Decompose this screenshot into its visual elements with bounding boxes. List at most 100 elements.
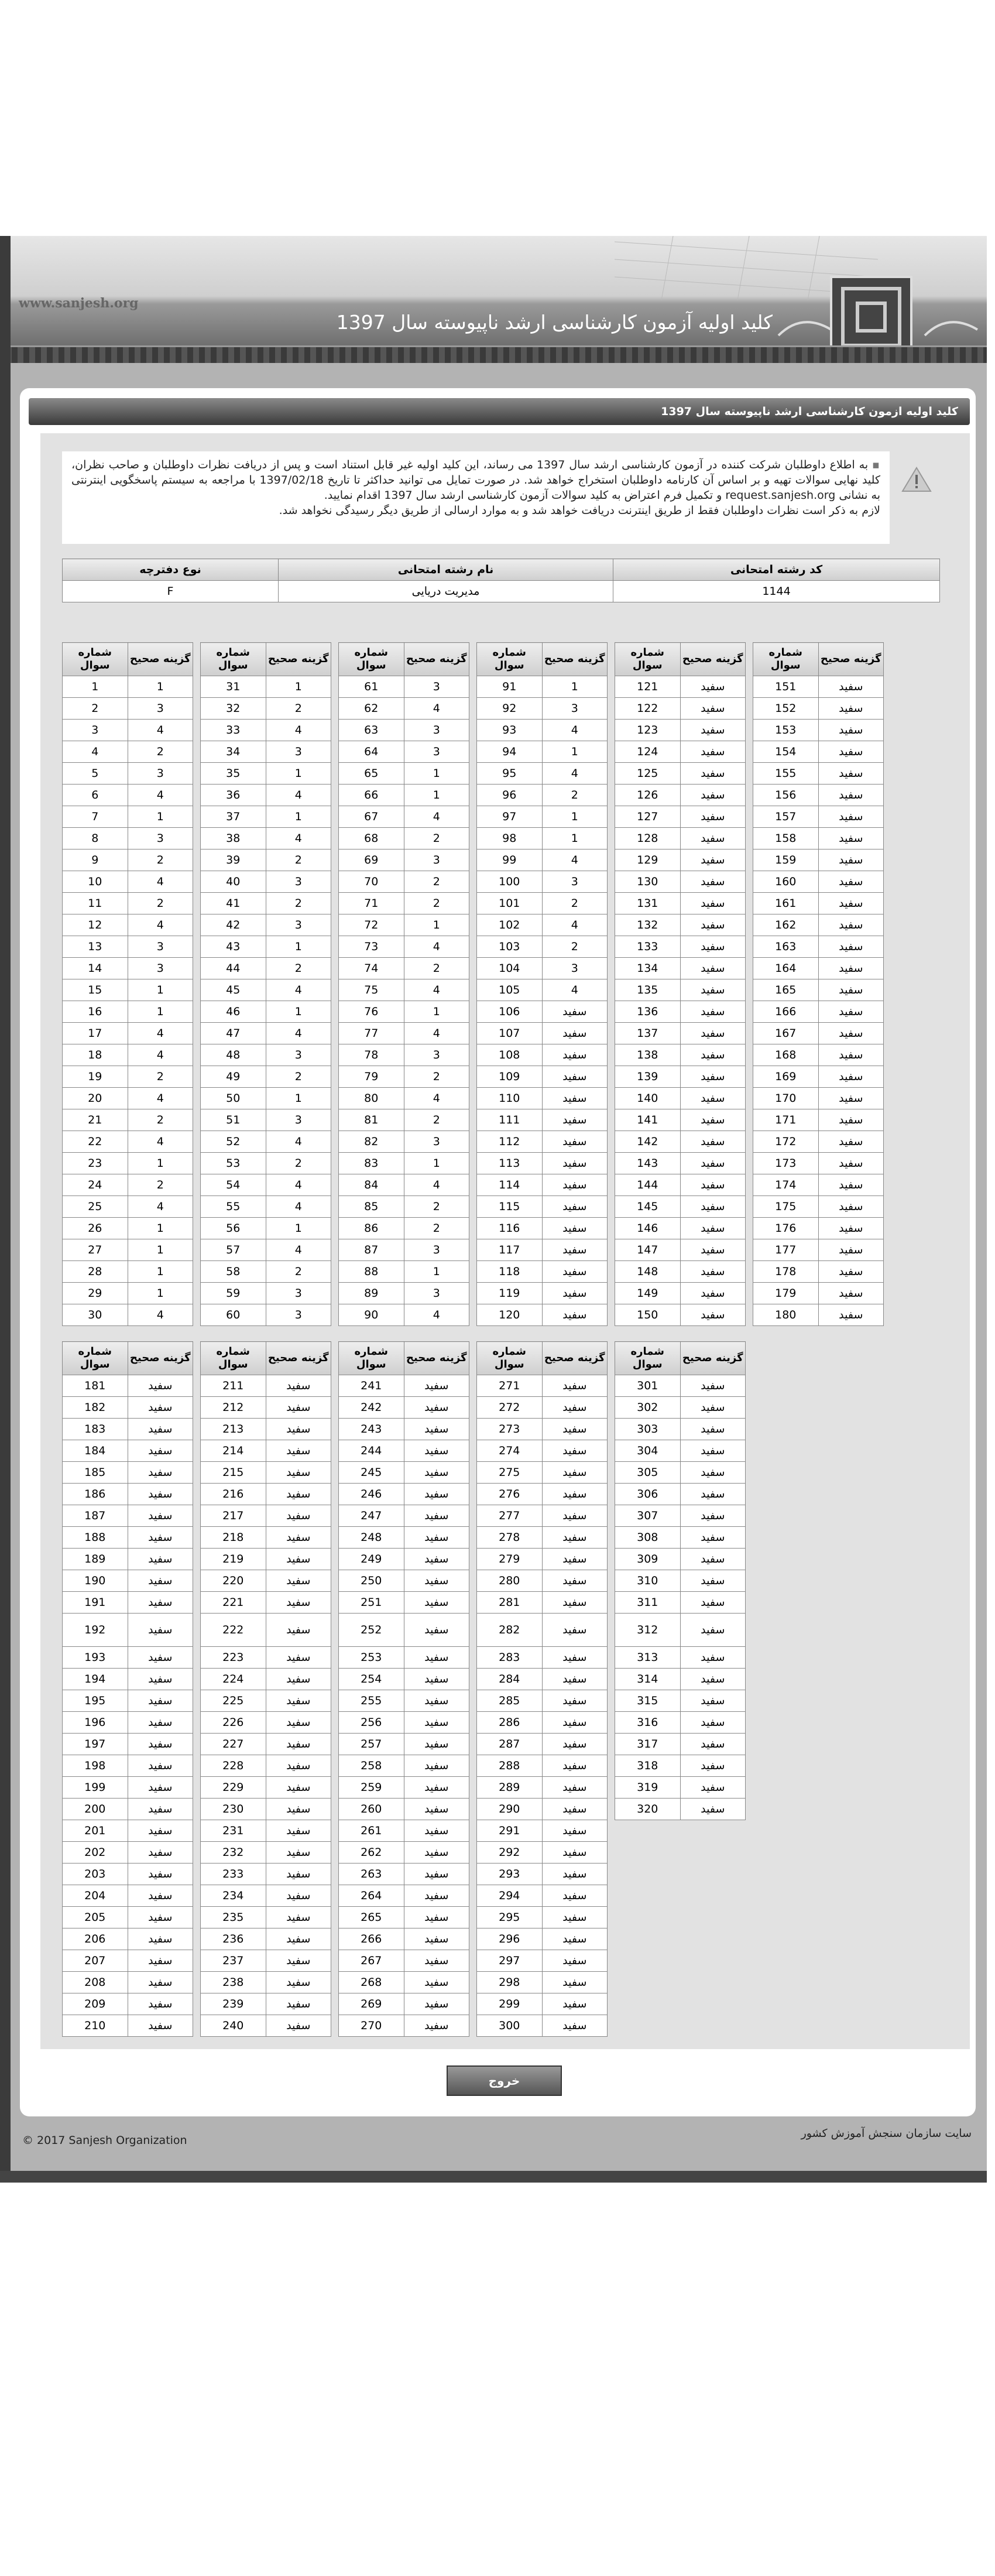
banner-art (614, 236, 979, 345)
answer-value: سفید (541, 1863, 608, 1885)
question-number: 42 (200, 914, 266, 936)
answer-row: 113 سفید (476, 1152, 608, 1174)
question-number: 251 (338, 1591, 404, 1614)
answer-row: 167 سفید (753, 1022, 884, 1044)
question-number: 193 (62, 1646, 128, 1669)
question-number: 129 (615, 849, 681, 871)
answer-row: 17 4 (62, 1022, 193, 1044)
answer-row: 124 سفید (615, 741, 746, 763)
question-number: 281 (476, 1591, 543, 1614)
answer-row: 151 سفید (753, 676, 884, 698)
answer-value: سفید (818, 1152, 884, 1174)
question-number: 102 (476, 914, 543, 936)
question-number: 56 (200, 1217, 266, 1239)
question-number: 211 (200, 1375, 266, 1397)
question-number: 30 (62, 1304, 128, 1326)
question-number: 249 (338, 1548, 404, 1570)
question-number: 25 (62, 1195, 128, 1218)
question-number: 203 (62, 1863, 128, 1885)
answer-row: 102 4 (476, 914, 608, 936)
question-number: 310 (615, 1570, 681, 1592)
question-number: 252 (338, 1613, 404, 1647)
answer-value: سفید (127, 2015, 193, 2037)
answer-row: 194 سفید (62, 1668, 193, 1690)
answer-row: 298 سفید (476, 1971, 608, 1993)
answer-value: 2 (265, 892, 331, 914)
answer-row: 10 4 (62, 871, 193, 893)
question-number: 280 (476, 1570, 543, 1592)
question-number: 185 (62, 1461, 128, 1484)
answer-table: شماره سوال گزینه صحیح 241 سفید 242 سفید 243 سفی… (338, 1341, 469, 2037)
question-number: 168 (753, 1044, 819, 1066)
answer-value: سفید (265, 1375, 331, 1397)
answer-row: 75 4 (338, 979, 469, 1001)
question-number: 318 (615, 1755, 681, 1777)
answer-row: 195 سفید (62, 1690, 193, 1712)
question-number: 169 (753, 1066, 819, 1088)
question-number: 125 (615, 762, 681, 785)
answer-row: 221 سفید (200, 1591, 331, 1614)
answer-row: 242 سفید (338, 1396, 469, 1419)
answer-row: 269 سفید (338, 1993, 469, 2015)
answer-value: سفید (818, 871, 884, 893)
answer-row: 143 سفید (615, 1152, 746, 1174)
answer-row: 16 1 (62, 1001, 193, 1023)
notice-note: لازم به ذکر است نظرات داوطلبان فقط از طر… (279, 504, 880, 517)
answer-value: سفید (265, 1950, 331, 1972)
answer-row: 100 3 (476, 871, 608, 893)
answer-value: سفید (403, 1906, 469, 1928)
question-number: 148 (615, 1260, 681, 1283)
question-number: 66 (338, 784, 404, 806)
answer-row: 85 2 (338, 1195, 469, 1218)
answer-value: سفید (680, 914, 746, 936)
question-number: 244 (338, 1440, 404, 1462)
answer-value: سفید (541, 1217, 608, 1239)
answer-value: سفید (818, 1044, 884, 1066)
question-number: 122 (615, 697, 681, 720)
answer-value: سفید (541, 1526, 608, 1549)
answer-row: 193 سفید (62, 1646, 193, 1669)
answer-value: 3 (127, 697, 193, 720)
question-number: 149 (615, 1282, 681, 1304)
answer-row: 157 سفید (753, 806, 884, 828)
answer-value: سفید (680, 1396, 746, 1419)
question-number: 260 (338, 1798, 404, 1820)
answer-value: 2 (265, 1260, 331, 1283)
question-number: 76 (338, 1001, 404, 1023)
site-url: www.sanjesh.org (19, 296, 139, 311)
question-number: 301 (615, 1375, 681, 1397)
question-number: 19 (62, 1066, 128, 1088)
question-number: 91 (476, 676, 543, 698)
answer-row: 199 سفید (62, 1776, 193, 1799)
question-number: 13 (62, 936, 128, 958)
answer-value: 2 (403, 871, 469, 893)
answer-row: 234 سفید (200, 1885, 331, 1907)
exit-button[interactable]: خروج (447, 2065, 562, 2096)
question-header: شماره سوال (615, 642, 681, 676)
question-header: شماره سوال (62, 1341, 128, 1375)
answer-value: سفید (265, 1711, 331, 1734)
answer-value: سفید (403, 1863, 469, 1885)
question-number: 292 (476, 1841, 543, 1864)
answer-value: سفید (541, 1483, 608, 1505)
answer-value: سفید (680, 1440, 746, 1462)
answer-row: 166 سفید (753, 1001, 884, 1023)
answer-value: سفید (541, 1776, 608, 1799)
answer-row: 227 سفید (200, 1733, 331, 1755)
answer-value: سفید (541, 1690, 608, 1712)
answer-table: شماره سوال گزینه صحیح 271 سفید 272 سفید 273 سفی… (476, 1341, 608, 2037)
question-number: 238 (200, 1971, 266, 1993)
question-number: 94 (476, 741, 543, 763)
answer-row: 159 سفید (753, 849, 884, 871)
answer-row: 174 سفید (753, 1174, 884, 1196)
question-number: 26 (62, 1217, 128, 1239)
question-number: 178 (753, 1260, 819, 1283)
answer-row: 181 سفید (62, 1375, 193, 1397)
question-number: 258 (338, 1755, 404, 1777)
answer-row: 259 سفید (338, 1776, 469, 1799)
question-number: 296 (476, 1928, 543, 1950)
answer-row: 186 سفید (62, 1483, 193, 1505)
question-header: شماره سوال (338, 1341, 404, 1375)
answer-value: سفید (818, 1001, 884, 1023)
